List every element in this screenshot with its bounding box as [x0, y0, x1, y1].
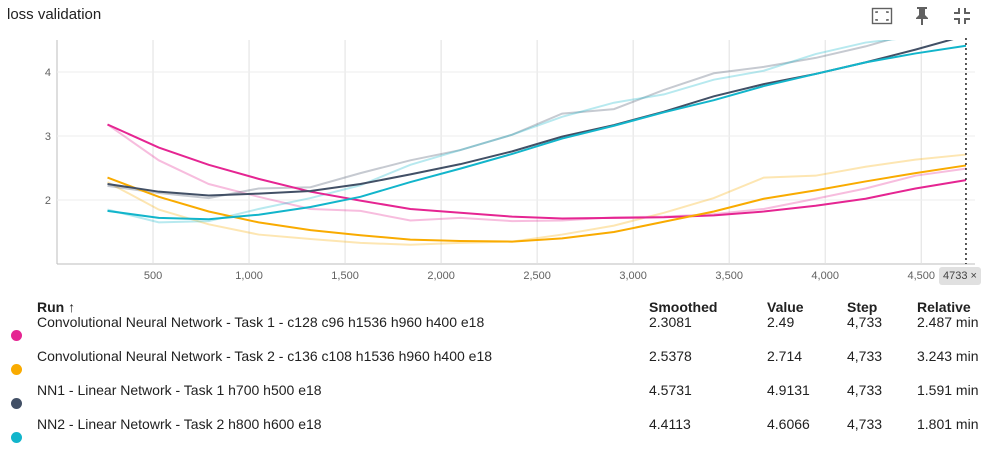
smoothed-column-header[interactable]: Smoothed — [649, 299, 718, 315]
raw-value: 2.714 — [767, 348, 847, 386]
step-value-text: 4,733 — [847, 348, 883, 364]
relative-time-text: 1.591 min — [917, 382, 979, 398]
run-color-dot — [0, 420, 37, 454]
table-row[interactable]: NN2 - Linear Netowrk - Task 2 h800 h600 … — [0, 416, 985, 454]
raw-series-line[interactable] — [107, 153, 967, 246]
run-color-dot — [0, 352, 37, 386]
collapse-icon[interactable] — [949, 5, 975, 27]
step-cursor-badge[interactable]: 4733 × — [939, 267, 981, 285]
x-tick-label: 2,000 — [427, 270, 455, 282]
run-name: NN1 - Linear Network - Task 1 h700 h500 … — [37, 382, 649, 420]
smoothed-series-line[interactable] — [107, 164, 967, 243]
run-name: NN2 - Linear Netowrk - Task 2 h800 h600 … — [37, 416, 649, 454]
raw-value-text: 2.49 — [767, 314, 795, 330]
run-name: Convolutional Neural Network - Task 2 - … — [37, 348, 649, 386]
raw-value: 4.6066 — [767, 416, 847, 454]
y-tick-label: 3 — [45, 131, 51, 143]
smoothed-value: 2.3081 — [649, 314, 767, 352]
run-name-text: Convolutional Neural Network - Task 1 - … — [37, 314, 485, 330]
step-value: 4,733 — [847, 348, 917, 386]
smoothed-value: 4.5731 — [649, 382, 767, 420]
color-dot-icon — [11, 432, 22, 443]
raw-value-text: 4.9131 — [767, 382, 810, 398]
x-tick-label: 4,000 — [811, 270, 839, 282]
relative-column-header[interactable]: Relative — [917, 299, 971, 315]
runs-table: Run ↑ Smoothed Value Step Relative Convo… — [0, 296, 985, 454]
x-tick-label: 1,000 — [235, 270, 263, 282]
run-name-text: NN2 - Linear Netowrk - Task 2 h800 h600 … — [37, 416, 322, 432]
color-dot-icon — [11, 364, 22, 375]
step-value: 4,733 — [847, 382, 917, 420]
x-tick-label: 1,500 — [331, 270, 359, 282]
chart-title: loss validation — [7, 6, 102, 23]
raw-value: 4.9131 — [767, 382, 847, 420]
x-tick-label: 500 — [144, 270, 162, 282]
relative-time: 2.487 min — [917, 314, 985, 352]
raw-series-line[interactable] — [107, 14, 966, 200]
relative-time-text: 1.801 min — [917, 416, 979, 432]
line-chart[interactable]: 500 1,000 1,500 2,000 2,500 3,000 3,500 4,000 4,… — [0, 0, 985, 296]
color-dot-icon — [11, 330, 22, 341]
step-value: 4,733 — [847, 416, 917, 454]
smoothed-value-text: 2.3081 — [649, 314, 692, 330]
fit-domain-icon[interactable] — [869, 5, 895, 27]
step-value: 4,733 — [847, 314, 917, 352]
raw-value: 2.49 — [767, 314, 847, 352]
run-color-dot — [0, 386, 37, 420]
table-row[interactable]: Convolutional Neural Network - Task 1 - … — [0, 314, 985, 352]
smoothed-series-line[interactable] — [107, 123, 967, 220]
step-value-text: 4,733 — [847, 416, 883, 432]
smoothed-value-text: 4.5731 — [649, 382, 692, 398]
relative-time-text: 2.487 min — [917, 314, 979, 330]
run-name: Convolutional Neural Network - Task 1 - … — [37, 314, 649, 352]
run-column-header[interactable]: Run ↑ — [37, 299, 76, 315]
smoothed-value-text: 4.4113 — [649, 416, 691, 432]
y-tick-label: 4 — [45, 67, 51, 79]
x-tick-label: 4,500 — [907, 270, 935, 282]
card-toolbar — [869, 5, 975, 27]
relative-time: 1.591 min — [917, 382, 985, 420]
smoothed-value-text: 2.5378 — [649, 348, 692, 364]
step-value-text: 4,733 — [847, 382, 883, 398]
x-tick-label: 3,500 — [715, 270, 743, 282]
run-name-text: NN1 - Linear Network - Task 1 h700 h500 … — [37, 382, 322, 398]
color-dot-icon — [11, 398, 22, 409]
table-row[interactable]: Convolutional Neural Network - Task 2 - … — [0, 348, 985, 386]
pin-icon[interactable] — [909, 5, 935, 27]
run-name-text: Convolutional Neural Network - Task 2 - … — [37, 348, 493, 364]
smoothed-series-line[interactable] — [107, 44, 967, 221]
x-tick-label: 3,000 — [619, 270, 647, 282]
smoothed-value: 2.5378 — [649, 348, 767, 386]
step-value-text: 4,733 — [847, 314, 883, 330]
raw-value-text: 2.714 — [767, 348, 803, 364]
run-color-dot — [0, 318, 37, 352]
relative-time: 1.801 min — [917, 416, 985, 454]
step-column-header[interactable]: Step — [847, 299, 878, 315]
table-row[interactable]: NN1 - Linear Network - Task 1 h700 h500 … — [0, 382, 985, 420]
relative-time-text: 3.243 min — [917, 348, 979, 364]
x-tick-label: 2,500 — [523, 270, 551, 282]
relative-time: 3.243 min — [917, 348, 985, 386]
value-column-header[interactable]: Value — [767, 299, 804, 315]
smoothed-value: 4.4113 — [649, 416, 767, 454]
y-tick-label: 2 — [45, 195, 51, 207]
raw-series-line[interactable] — [107, 33, 966, 224]
raw-value-text: 4.6066 — [767, 416, 810, 432]
